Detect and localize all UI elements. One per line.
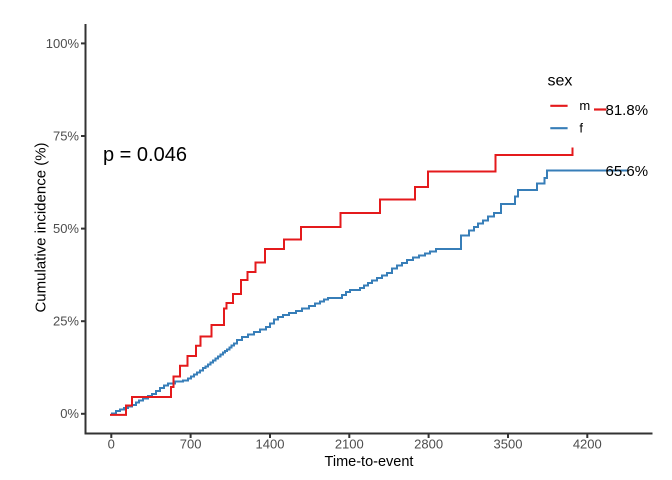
svg-text:81.8%: 81.8% — [606, 102, 649, 119]
svg-text:p = 0.046: p = 0.046 — [103, 144, 187, 166]
svg-text:50%: 50% — [53, 221, 79, 236]
svg-text:4200: 4200 — [573, 437, 602, 452]
svg-text:100%: 100% — [46, 36, 80, 51]
svg-text:1400: 1400 — [256, 437, 285, 452]
svg-text:m: m — [579, 98, 590, 113]
svg-text:700: 700 — [180, 437, 202, 452]
svg-text:sex: sex — [548, 73, 573, 90]
svg-text:Time-to-event: Time-to-event — [325, 454, 414, 470]
svg-text:Cumulative incidence (%): Cumulative incidence (%) — [33, 142, 50, 312]
svg-text:75%: 75% — [53, 128, 79, 143]
svg-text:0%: 0% — [60, 406, 79, 421]
svg-text:65.6%: 65.6% — [606, 163, 649, 180]
svg-text:2100: 2100 — [335, 437, 364, 452]
svg-text:2800: 2800 — [414, 437, 443, 452]
svg-text:0: 0 — [108, 437, 115, 452]
svg-text:f: f — [579, 120, 583, 135]
svg-text:25%: 25% — [53, 314, 79, 329]
svg-text:3500: 3500 — [494, 437, 523, 452]
